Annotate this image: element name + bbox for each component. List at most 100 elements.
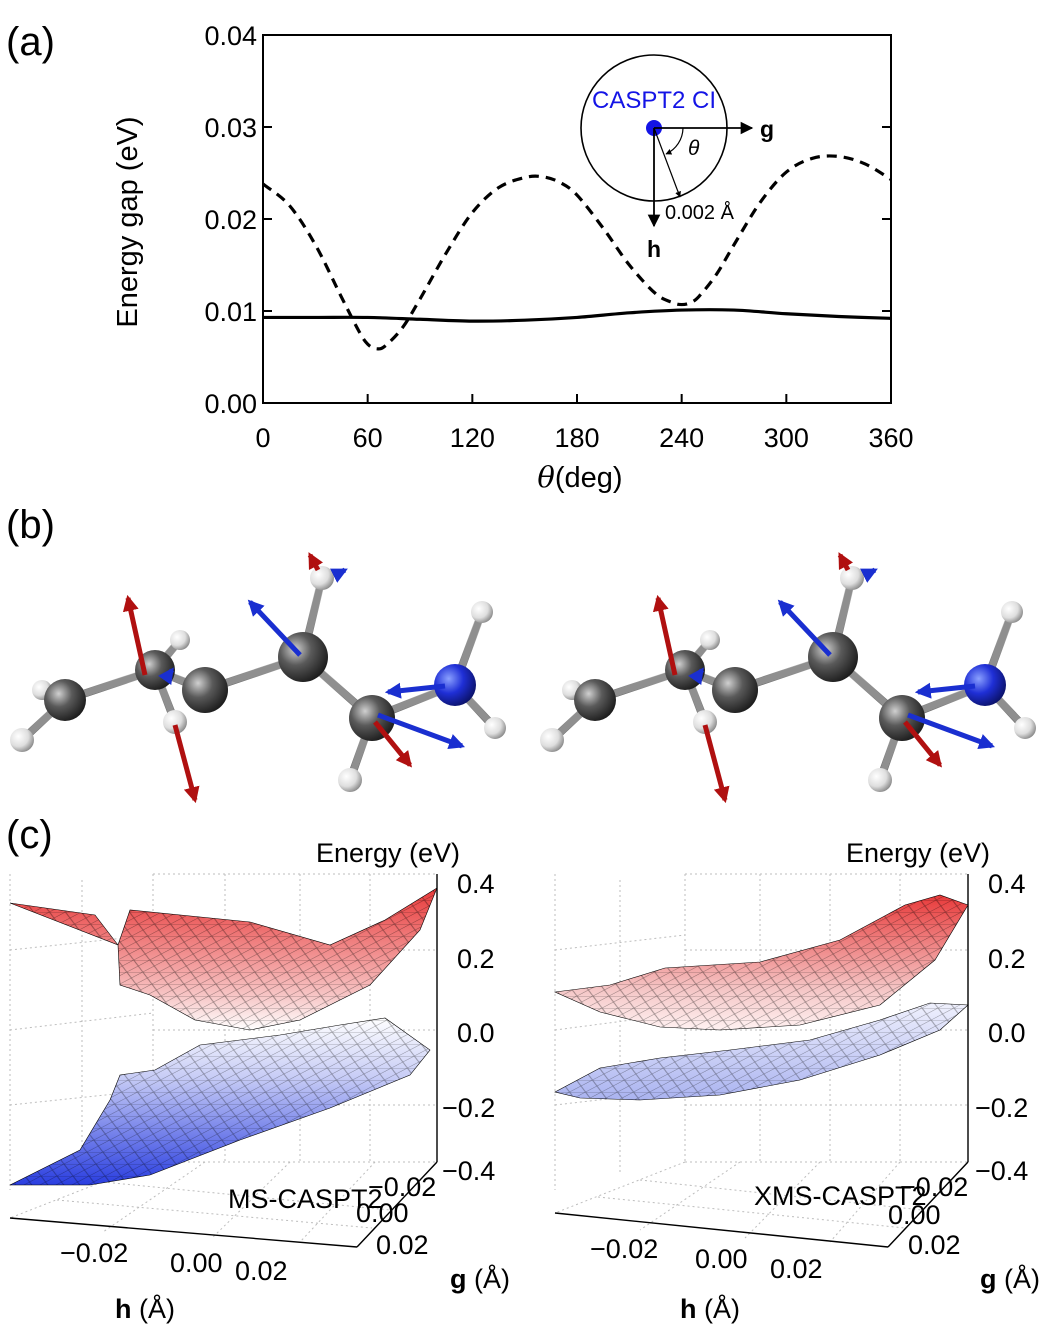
h-vector-arrow xyxy=(247,599,302,657)
g-ticks: −0.02 0.00 0.02 xyxy=(888,1172,968,1260)
surface-plot-ms: Energy (eV) 0.4 0.2 0.0 −0.2 −0.4 MS-CAS… xyxy=(9,838,510,1324)
svg-text:0.02: 0.02 xyxy=(376,1230,429,1260)
hydrogen-atom xyxy=(868,768,892,792)
g-vector-arrow xyxy=(903,720,943,768)
series-group xyxy=(261,154,892,351)
g-vector-arrow xyxy=(652,594,678,676)
hydrogen-atom xyxy=(170,630,190,650)
svg-text:−0.02: −0.02 xyxy=(60,1238,128,1268)
hydrogen-atom xyxy=(1001,601,1023,623)
carbon-atom xyxy=(712,667,758,713)
hydrogen-atom xyxy=(540,728,564,752)
svg-text:0.4: 0.4 xyxy=(988,869,1026,899)
svg-text:0.00: 0.00 xyxy=(695,1244,748,1274)
x-axis-label: θ(deg) xyxy=(537,460,622,494)
z-ticks: 0.4 0.2 0.0 −0.2 −0.4 xyxy=(442,869,495,1186)
x-tick-label: 120 xyxy=(450,423,495,453)
svg-text:0.02: 0.02 xyxy=(908,1230,961,1260)
panel-a-label: (a) xyxy=(6,20,55,64)
svg-text:0.0: 0.0 xyxy=(988,1018,1026,1048)
ci-inset: CASPT2 CI g h θ 0.002 Å xyxy=(580,54,774,262)
x-axis: 0 60 120 180 240 300 360 xyxy=(255,394,914,453)
h-vector-arrow xyxy=(384,682,446,699)
g-vector-arrow xyxy=(172,724,200,804)
nitrogen-atom xyxy=(964,664,1006,706)
y-tick-label: 0.00 xyxy=(204,389,257,419)
h-vector-arrow xyxy=(777,599,832,657)
carbon-atom xyxy=(44,679,86,721)
series-dashed-line xyxy=(261,154,892,351)
y-tick-label: 0.03 xyxy=(204,113,257,143)
h-ticks: −0.02 0.00 0.02 xyxy=(60,1238,288,1286)
h-vector-arrow xyxy=(329,567,348,583)
h-ticks: −0.02 0.00 0.02 xyxy=(590,1234,823,1284)
h-vector-label: h xyxy=(647,236,661,262)
nitrogen-atom xyxy=(434,664,476,706)
x-tick-label: 240 xyxy=(659,423,704,453)
hydrogen-atom xyxy=(484,717,506,739)
hydrogen-atom xyxy=(338,768,362,792)
h-axis xyxy=(554,1212,889,1248)
h-vector-arrow xyxy=(859,567,878,583)
hydrogen-atom xyxy=(10,728,34,752)
svg-text:0.0: 0.0 xyxy=(457,1018,495,1048)
h-axis-label: h (Å) xyxy=(115,1293,175,1324)
upper-surface-mesh xyxy=(10,888,437,1030)
svg-text:0.4: 0.4 xyxy=(457,869,495,899)
g-vector-arrow xyxy=(373,720,413,768)
upper-surface-mesh xyxy=(555,895,968,1030)
hydrogen-atom xyxy=(840,566,864,590)
svg-text:0.00: 0.00 xyxy=(888,1200,941,1230)
carbon-atom xyxy=(182,667,228,713)
molecule-right xyxy=(540,552,1036,804)
svg-text:−0.2: −0.2 xyxy=(975,1093,1028,1123)
ci-label: CASPT2 CI xyxy=(592,87,716,114)
method-label: MS-CASPT2 xyxy=(228,1184,383,1214)
x-tick-label: 60 xyxy=(353,423,383,453)
hydrogen-atom xyxy=(1014,717,1036,739)
lower-surface-mesh xyxy=(555,1003,968,1100)
x-tick-label: 360 xyxy=(868,423,913,453)
hydrogen-atom xyxy=(700,630,720,650)
g-axis-label: g (Å) xyxy=(450,1263,510,1294)
g-vector-label: g xyxy=(760,116,774,142)
svg-text:−0.4: −0.4 xyxy=(975,1156,1028,1186)
panel-b-label: (b) xyxy=(6,503,55,547)
molecule-left xyxy=(10,552,506,804)
g-vector-arrow xyxy=(307,552,324,572)
hydrogen-atom xyxy=(471,601,493,623)
svg-text:−0.02: −0.02 xyxy=(368,1172,436,1202)
svg-text:0.2: 0.2 xyxy=(457,944,495,974)
x-tick-label: 300 xyxy=(764,423,809,453)
h-vector-arrow xyxy=(158,667,175,686)
theta-label: θ xyxy=(688,137,700,160)
svg-text:−0.02: −0.02 xyxy=(900,1172,968,1202)
lower-surface-mesh xyxy=(10,1018,430,1185)
radius-label: 0.002 Å xyxy=(665,201,735,224)
h-axis-label: h (Å) xyxy=(680,1293,740,1324)
g-ticks: −0.02 0.00 0.02 xyxy=(356,1172,436,1260)
x-tick-label: 180 xyxy=(554,423,599,453)
z-ticks: 0.4 0.2 0.0 −0.2 −0.4 xyxy=(975,869,1028,1186)
radius-vector xyxy=(653,127,681,198)
svg-text:−0.2: −0.2 xyxy=(442,1093,495,1123)
svg-text:0.00: 0.00 xyxy=(356,1198,409,1228)
z-axis-label: Energy (eV) xyxy=(316,838,460,868)
g-axis xyxy=(356,1161,438,1248)
g-vector-arrow xyxy=(122,594,148,676)
carbon-atom xyxy=(574,679,616,721)
svg-text:0.02: 0.02 xyxy=(235,1256,288,1286)
y-tick-label: 0.04 xyxy=(204,21,257,51)
panel-b: (b) xyxy=(6,503,1036,804)
h-vector-arrow xyxy=(914,682,976,699)
svg-text:0.00: 0.00 xyxy=(170,1248,223,1278)
series-solid-line xyxy=(263,308,892,323)
x-tick-label: 0 xyxy=(255,423,270,453)
y-axis: 0.00 0.01 0.02 0.03 0.04 xyxy=(204,21,891,419)
hydrogen-atom xyxy=(163,710,187,734)
floor-grid xyxy=(554,1161,969,1248)
g-axis-label: g (Å) xyxy=(980,1263,1040,1294)
svg-text:0.02: 0.02 xyxy=(770,1254,823,1284)
method-label: XMS-CASPT2 xyxy=(754,1181,927,1211)
